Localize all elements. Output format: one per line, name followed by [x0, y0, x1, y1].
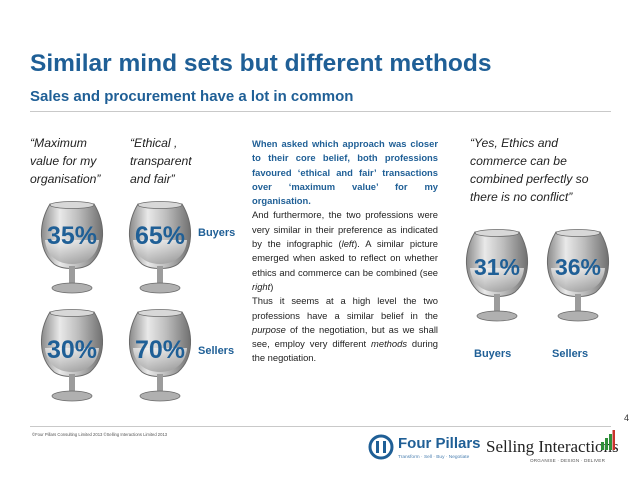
sellers-column-label: Sellers — [552, 348, 589, 360]
text-span: purpose — [252, 323, 286, 335]
quote-line: “Yes, Ethics and — [470, 136, 559, 150]
quote-line: and fair” — [130, 172, 175, 186]
footer-divider — [30, 426, 611, 427]
quote-line: “Ethical , — [130, 136, 178, 150]
four-pillars-tagline: Transform · Sell · Buy · Negotiate — [398, 455, 470, 460]
buyers-ethical-percent: 65% — [134, 222, 186, 250]
text-span: ) — [270, 280, 274, 292]
four-pillars-logo-icon — [368, 434, 394, 460]
text-span: Thus it seems at a high level the two pr… — [252, 295, 438, 321]
text-span: of the negotiation, but as we shall see,… — [252, 323, 438, 350]
quote-line: organisation” — [30, 172, 101, 186]
quote-ethical: “Ethical , transparent and fair” — [130, 134, 192, 188]
quote-line: value for my — [30, 154, 97, 168]
buyers-maximum-value-percent: 35% — [46, 222, 98, 250]
header-divider — [30, 111, 611, 112]
copyright-notice: ©Four Pillars Consulting Limited 2013 ©S… — [32, 432, 168, 437]
quote-line: combined perfectly so — [470, 172, 589, 186]
sellers-combined-percent: 36% — [554, 254, 602, 280]
buyers-column-label: Buyers — [474, 348, 512, 360]
selling-interactions-tagline: ORGANISE · DESIGN · DELIVER — [530, 458, 606, 463]
page-number: 4 — [624, 413, 630, 423]
four-pillars-name: Four Pillars — [398, 435, 481, 452]
selling-interactions-name: Selling Interactions — [486, 437, 619, 456]
page-subtitle: Sales and procurement have a lot in comm… — [30, 88, 354, 105]
text-span: ). A similar picture emerged when asked … — [252, 238, 439, 278]
quote-ethics-and-commerce: “Yes, Ethics and commerce can be combine… — [470, 134, 589, 206]
sellers-row-label: Sellers — [198, 345, 235, 357]
sellers-ethical-percent: 70% — [134, 336, 186, 364]
text-span: left — [341, 238, 355, 250]
paragraph-furthermore: And furthermore, the two professions wer… — [252, 208, 438, 294]
sellers-maximum-value-percent: 30% — [46, 336, 98, 364]
quote-line: there is no conflict” — [470, 190, 573, 204]
lead-paragraph: When asked which approach was closer to … — [252, 138, 438, 207]
quote-maximum-value: “Maximum value for my organisation” — [30, 134, 100, 188]
page-title: Similar mind sets but different methods — [30, 50, 492, 77]
bar-chart-logo-icon — [601, 430, 615, 450]
text-span: during the negotiation. — [252, 338, 438, 364]
quote-line: commerce can be — [470, 154, 567, 168]
text-span: And furthermore, the two professions wer… — [252, 209, 438, 250]
quote-line: “Maximum — [30, 136, 87, 150]
buyers-combined-percent: 31% — [473, 254, 521, 280]
paragraph-thus: Thus it seems at a high level the two pr… — [252, 294, 438, 365]
text-span: right — [252, 280, 271, 292]
quote-line: transparent — [130, 154, 192, 168]
buyers-row-label: Buyers — [198, 227, 236, 239]
explanation-text: When asked which approach was closer to … — [252, 137, 438, 366]
text-span: methods — [371, 338, 408, 350]
